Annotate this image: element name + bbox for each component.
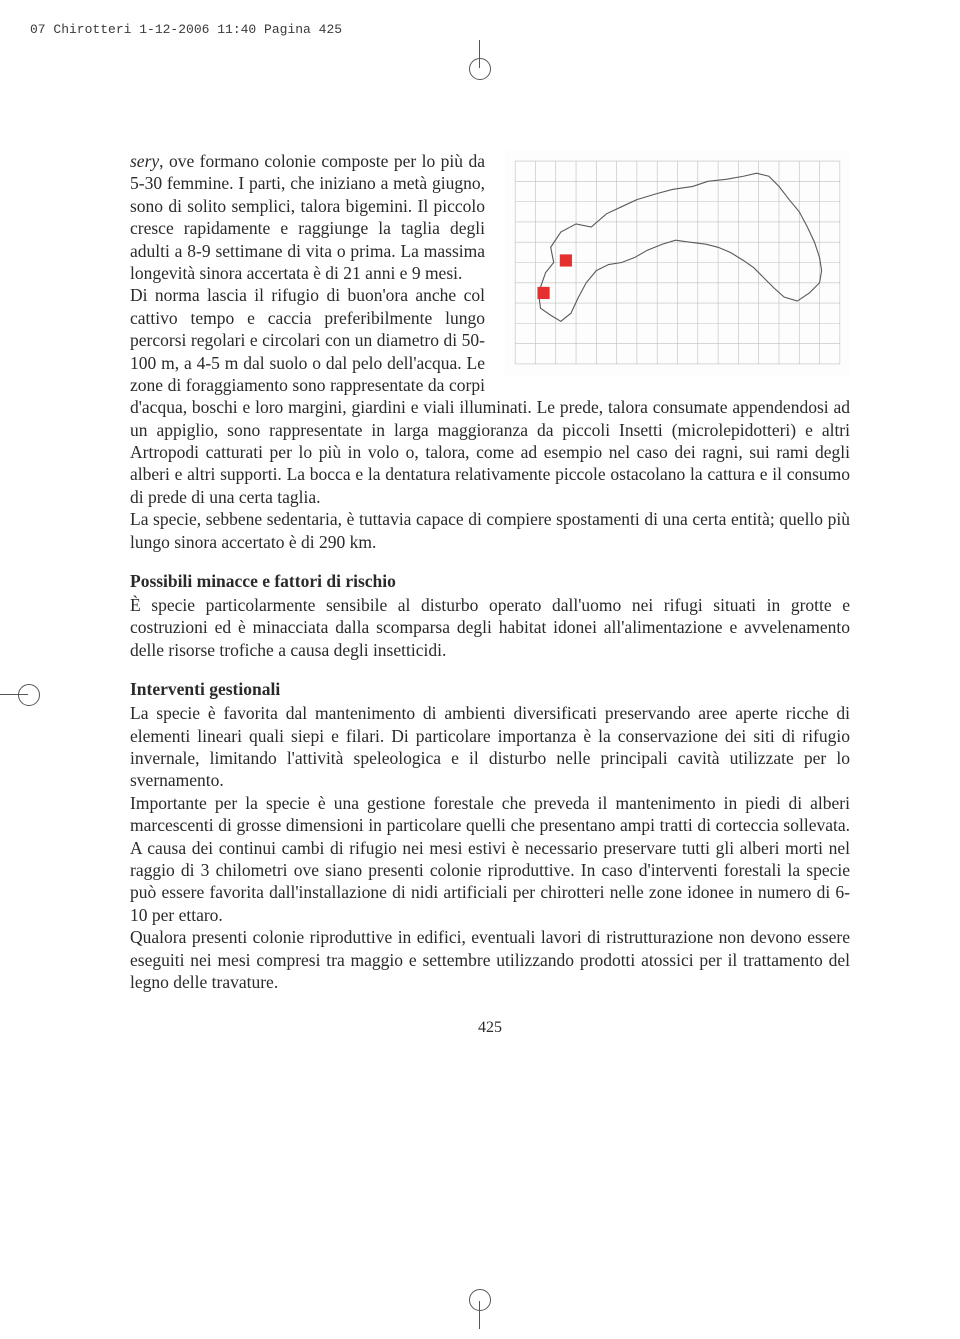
crop-mark-bottom: [455, 1279, 505, 1329]
paragraph-3: È specie particolarmente sensibile al di…: [130, 594, 850, 661]
print-header: 07 Chirotteri 1-12-2006 11:40 Pagina 425: [30, 22, 342, 37]
crop-mark-top: [455, 40, 505, 90]
heading-management: Interventi gestionali: [130, 679, 850, 700]
heading-threats: Possibili minacce e fattori di rischio: [130, 571, 850, 592]
intro-italic-fragment: sery: [130, 151, 159, 171]
paragraph-5: Importante per la specie è una gestione …: [130, 792, 850, 926]
paragraph-2: La specie, sebbene sedentaria, è tuttavi…: [130, 508, 850, 553]
crop-mark-left: [0, 670, 50, 720]
intro-text: , ove formano colonie composte per lo pi…: [130, 151, 485, 283]
page-number: 425: [130, 1019, 850, 1037]
distribution-map: [505, 150, 850, 375]
paragraph-4: La specie è favorita dal mantenimento di…: [130, 702, 850, 792]
page-content: sery, ove formano colonie composte per l…: [130, 150, 850, 1037]
paragraph-6: Qualora presenti colonie riproduttive in…: [130, 926, 850, 993]
